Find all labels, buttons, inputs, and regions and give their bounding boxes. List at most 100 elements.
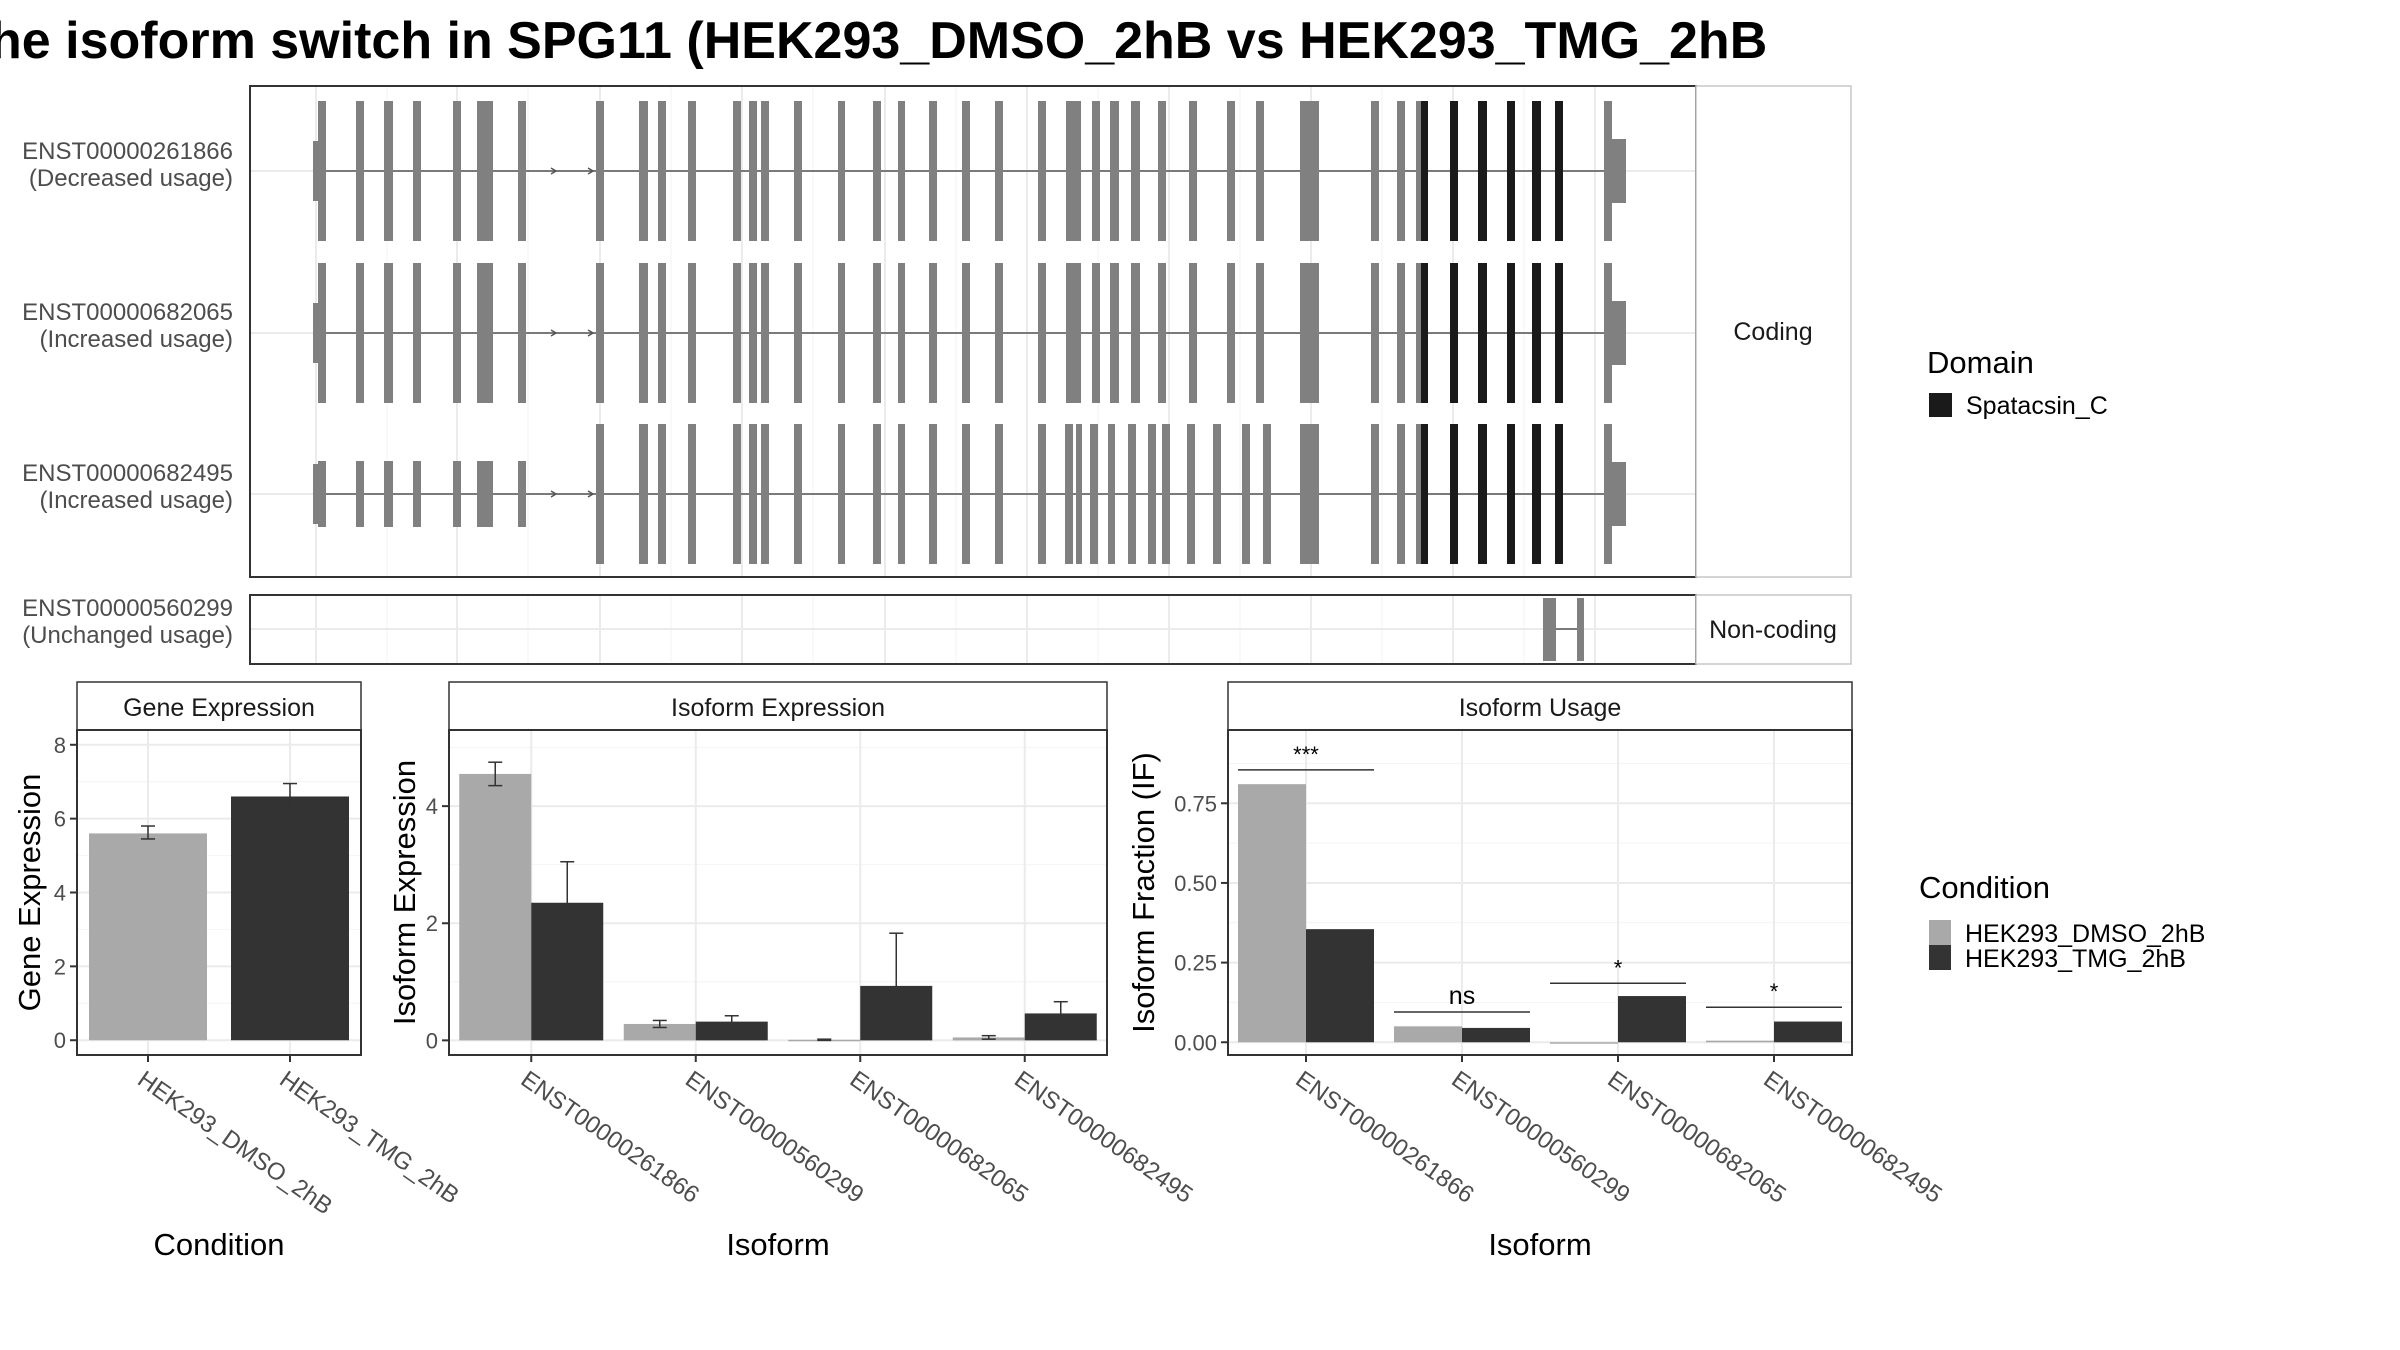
exon — [1038, 101, 1046, 241]
exon-utr — [313, 303, 319, 363]
transcript-id-label: ENST00000560299 — [22, 595, 233, 622]
exon — [962, 263, 970, 403]
exon — [1256, 101, 1264, 241]
exon-utr — [1612, 139, 1626, 203]
exon-utr — [313, 141, 319, 201]
exon — [761, 101, 769, 241]
domain-exon — [1450, 101, 1458, 241]
domain-exon — [1478, 101, 1487, 241]
exon-utr — [1612, 301, 1626, 365]
exon — [1110, 101, 1119, 241]
domain-exon — [1421, 101, 1428, 241]
y-tick-label: 4 — [54, 881, 66, 906]
y-axis-title: Isoform Fraction (IF) — [1126, 752, 1161, 1033]
exon — [873, 424, 881, 564]
exon — [639, 263, 648, 403]
y-tick-label: 4 — [426, 794, 438, 819]
exon — [995, 424, 1003, 564]
x-tick-label: ENST00000682495 — [1009, 1066, 1197, 1209]
bar — [623, 1023, 696, 1041]
exon — [453, 101, 461, 241]
exon — [1108, 424, 1115, 564]
bar — [1306, 929, 1374, 1043]
bar — [1394, 1026, 1462, 1043]
exon — [1256, 263, 1264, 403]
strand-arrow — [550, 329, 558, 337]
chart-title: Isoform Usage — [1459, 694, 1622, 722]
exon — [484, 263, 493, 403]
exon — [596, 263, 604, 403]
exon — [658, 424, 666, 564]
exon — [413, 263, 421, 403]
exon — [1416, 101, 1423, 241]
domain-exon — [1478, 263, 1487, 403]
exon — [962, 424, 970, 564]
exon — [639, 424, 648, 564]
exon — [1131, 263, 1140, 403]
y-tick-label: 2 — [426, 911, 438, 936]
domain-exon — [1555, 424, 1563, 564]
exon — [794, 424, 802, 564]
condition-legend-title: Condition — [1919, 870, 2050, 905]
legend-label-tmg: HEK293_TMG_2hB — [1965, 945, 2186, 973]
exon — [1371, 263, 1379, 403]
strand-arrow — [550, 167, 558, 175]
exon — [929, 101, 937, 241]
exon — [658, 263, 666, 403]
exon — [596, 101, 604, 241]
exon — [1416, 263, 1423, 403]
exon — [1604, 424, 1612, 564]
exon — [995, 101, 1003, 241]
bar — [89, 833, 207, 1041]
domain-exon — [1532, 263, 1541, 403]
strand-arrow — [587, 490, 595, 498]
exon — [929, 263, 937, 403]
significance-label: * — [1614, 955, 1623, 980]
exon — [1189, 263, 1197, 403]
exon — [477, 461, 485, 527]
x-tick-label: ENST00000682065 — [845, 1066, 1033, 1209]
exon — [1604, 263, 1612, 403]
exon — [1148, 424, 1156, 564]
exon — [794, 263, 802, 403]
exon — [596, 424, 604, 564]
exon-utr — [1612, 462, 1626, 526]
transcript-usage-label: (Increased usage) — [40, 326, 233, 353]
chart-strip — [76, 681, 362, 731]
bar — [1774, 1021, 1842, 1043]
exon — [761, 263, 769, 403]
bar — [1550, 1042, 1618, 1044]
domain-exon — [1507, 263, 1515, 403]
domain-exon — [1421, 263, 1428, 403]
exon — [749, 101, 757, 241]
exon — [1263, 424, 1271, 564]
domain-exon — [1507, 101, 1515, 241]
strand-arrow — [587, 329, 595, 337]
exon — [1066, 263, 1081, 403]
significance-label: * — [1770, 979, 1779, 1004]
chart-title: Gene Expression — [123, 694, 315, 722]
exon — [1162, 424, 1170, 564]
exon — [318, 461, 326, 527]
transcript-usage-label: (Unchanged usage) — [22, 622, 233, 649]
transcript-usage-label: (Increased usage) — [40, 487, 233, 514]
chart-panel-border — [448, 729, 1108, 1056]
exon — [733, 263, 741, 403]
bar — [231, 796, 349, 1041]
exon — [1300, 263, 1319, 403]
domain-exon — [1478, 424, 1487, 564]
exon — [518, 101, 526, 241]
exon — [484, 101, 493, 241]
exon — [1242, 424, 1250, 564]
exon — [733, 424, 741, 564]
y-tick-label: 2 — [54, 954, 66, 979]
transcript-rows — [313, 101, 1626, 661]
chart-panel-2: Isoform Usage***ns**0.000.250.500.75ENST… — [1126, 681, 1947, 1262]
exon — [688, 263, 696, 403]
exon — [1604, 101, 1612, 241]
exon — [356, 101, 364, 241]
exon — [477, 101, 485, 241]
exon — [318, 101, 326, 241]
transcript-id-label: ENST00000682495 — [22, 460, 233, 487]
exon — [1128, 424, 1136, 564]
